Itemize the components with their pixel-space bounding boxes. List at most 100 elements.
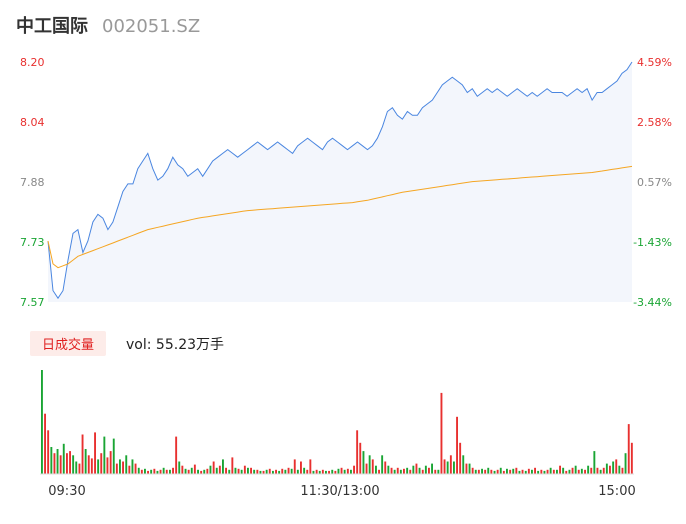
volume-bar	[90, 458, 93, 474]
stock-name: 中工国际	[16, 16, 88, 37]
volume-bar	[47, 430, 50, 474]
volume-bar	[293, 459, 296, 474]
volume-bar	[471, 467, 474, 474]
volume-bar	[590, 467, 593, 474]
volume-bar	[153, 468, 156, 474]
volume-bar	[218, 465, 221, 474]
volume-bar	[253, 469, 256, 474]
stock-code: 002051.SZ	[102, 16, 201, 37]
volume-bar	[456, 416, 458, 474]
volume-bar	[437, 469, 440, 474]
volume-bar	[250, 467, 252, 474]
volume-bar	[365, 463, 368, 474]
volume-bar	[265, 469, 268, 474]
volume-bar	[240, 469, 243, 474]
volume-bar	[75, 461, 78, 474]
volume-bar	[371, 459, 374, 474]
volume-bar	[453, 461, 455, 474]
volume-bar	[300, 461, 302, 474]
volume-bar	[477, 469, 480, 474]
y-tick-label-right: 0.57%	[637, 176, 672, 189]
volume-bar	[596, 467, 599, 474]
y-axis-right: 4.59% 2.58% 0.57% -1.43% -3.44%	[633, 56, 672, 309]
volume-bar	[169, 469, 171, 474]
volume-bar	[368, 455, 371, 474]
volume-bar	[222, 459, 224, 474]
volume-bar	[84, 449, 87, 474]
price-chart: 8.20 8.04 7.88 7.73 7.57 4.59% 2.58% 0.57% -1.4…	[20, 56, 672, 309]
volume-bar	[465, 463, 468, 474]
volume-bar	[287, 467, 290, 474]
volume-bar	[440, 392, 443, 474]
volume-bar	[605, 463, 608, 474]
volume-bar	[290, 468, 293, 474]
volume-bar	[122, 461, 124, 474]
volume-bar	[200, 470, 203, 474]
volume-bar	[543, 470, 546, 474]
volume-bar	[574, 465, 577, 474]
volume-bar	[312, 470, 315, 474]
volume-bar	[493, 470, 496, 474]
volume-bar	[562, 467, 565, 474]
volume-bar	[150, 469, 153, 474]
volume-bar	[399, 469, 402, 474]
volume-bar	[384, 461, 387, 474]
volume-bar	[468, 463, 471, 474]
volume-bar	[359, 442, 362, 474]
volume-bar	[215, 467, 218, 474]
volume-bar	[630, 442, 633, 474]
volume-bar	[131, 459, 134, 474]
volume-bar	[190, 467, 193, 474]
volume-bar	[237, 468, 240, 474]
volume-bar	[112, 438, 115, 474]
volume-bar	[340, 467, 343, 474]
volume-tab[interactable]: 日成交量	[30, 331, 107, 356]
volume-bar	[612, 461, 615, 474]
volume-bar	[431, 463, 433, 474]
volume-bar	[449, 455, 452, 474]
volume-bar	[484, 469, 487, 474]
volume-bar	[262, 470, 265, 474]
volume-bar	[490, 469, 493, 474]
x-tick-label: 11:30/13:00	[300, 484, 379, 499]
price-line	[47, 61, 633, 300]
volume-bar	[66, 453, 68, 474]
volume-bar	[115, 463, 118, 474]
volume-bar	[281, 468, 284, 474]
volume-bars	[41, 370, 633, 474]
volume-bar	[375, 465, 377, 474]
volume-bar	[424, 465, 427, 474]
volume-bar	[406, 467, 409, 474]
volume-bar	[512, 468, 515, 474]
y-tick-label-left: 7.57	[20, 296, 45, 309]
y-tick-label-left: 7.73	[20, 236, 45, 249]
volume-bar	[362, 451, 365, 474]
volume-bar	[552, 469, 555, 474]
volume-bar	[275, 469, 277, 474]
volume-bar	[602, 467, 605, 474]
volume-bar	[549, 467, 552, 474]
volume-bar	[197, 469, 199, 474]
volume-bar	[156, 470, 159, 474]
volume-bar	[225, 467, 227, 474]
volume-bar	[621, 467, 624, 474]
volume-bar	[175, 436, 178, 474]
volume-bar	[106, 457, 109, 474]
volume-bar	[615, 459, 618, 474]
volume-bar	[206, 468, 209, 474]
volume-bar	[309, 459, 312, 474]
volume-bar	[378, 469, 380, 474]
x-axis: 09:30 11:30/13:00 15:00	[48, 484, 635, 499]
volume-bar	[356, 430, 359, 474]
volume-bar	[87, 455, 90, 474]
volume-bar	[144, 468, 146, 474]
volume-bar	[609, 465, 611, 474]
volume-bar	[325, 470, 327, 474]
volume-bar	[306, 469, 309, 474]
volume-bar	[103, 436, 106, 474]
volume-bar	[577, 469, 580, 474]
volume-bar	[134, 463, 137, 474]
volume-bar	[346, 468, 349, 474]
volume-bar	[350, 469, 352, 474]
y-tick-label-left: 7.88	[20, 176, 45, 189]
